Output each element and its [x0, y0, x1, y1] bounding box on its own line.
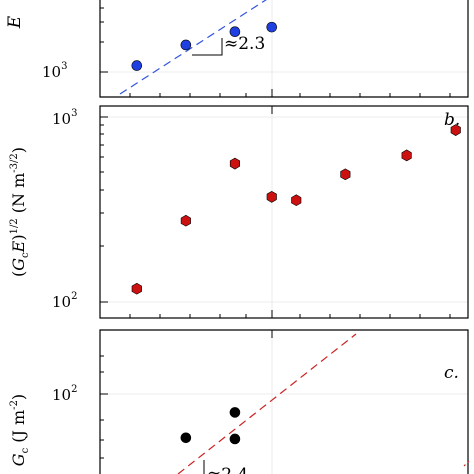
panel-a-slope-annotation: ≈2.3: [192, 34, 265, 56]
panel-a-ytick-label: 103: [42, 61, 67, 81]
data-point: [180, 214, 191, 227]
panel-a: 103 E ≈2.3: [5, 0, 469, 98]
panel-a-ticks: [100, 7, 451, 97]
panel-c-slope-annotation: ≈2.4: [203, 460, 248, 474]
data-point: [229, 26, 241, 37]
data-point: [229, 407, 241, 418]
panel-b-points: [131, 124, 461, 295]
panel-c-label: c.: [444, 363, 459, 383]
panel-b-ytick-label-1e3: 103: [52, 108, 77, 128]
data-point: [131, 282, 142, 295]
panel-c-axes-frame: [99, 329, 469, 474]
panel-c-fit-line-right-fragment: [463, 459, 471, 467]
data-point: [180, 432, 192, 444]
panel-b-ytick-label-1e2: 102: [52, 291, 77, 311]
panel-c-ytick-label-1e2: 102: [52, 384, 77, 404]
data-point: [229, 157, 240, 170]
panel-c-ticks: [100, 330, 273, 459]
data-point: [291, 194, 302, 207]
data-point: [180, 39, 192, 51]
data-point: [131, 60, 143, 71]
panel-b-ticks: [100, 106, 451, 318]
panel-c-slope-label: ≈2.4: [207, 465, 248, 474]
panel-a-slope-label: ≈2.3: [224, 34, 265, 54]
data-point: [266, 191, 277, 203]
panel-b-ylabel: (GcE)1/2 (N m-3/2): [9, 147, 31, 277]
panel-c-ylabel: Gc (J m-2): [9, 394, 31, 466]
panel-c-fit-line: [177, 333, 357, 474]
panel-a-fit-line: [119, 0, 267, 95]
data-point: [450, 124, 461, 136]
panel-c-points: [180, 407, 241, 445]
panel-a-points: [131, 21, 278, 71]
panel-a-slope-bracket: [192, 38, 223, 56]
panel-b-axes-frame: [99, 105, 469, 319]
panel-a-ylabel: E: [5, 15, 25, 29]
panel-c: 102 Gc (J m-2) c. ≈2.4: [9, 329, 471, 474]
data-point: [401, 149, 412, 162]
panel-b: 103 102 (GcE)1/2 (N m-3/2) b.: [9, 105, 469, 319]
data-point: [340, 168, 351, 181]
data-point: [229, 433, 241, 445]
data-point: [266, 21, 278, 33]
panel-a-axes-frame: [99, 0, 469, 98]
